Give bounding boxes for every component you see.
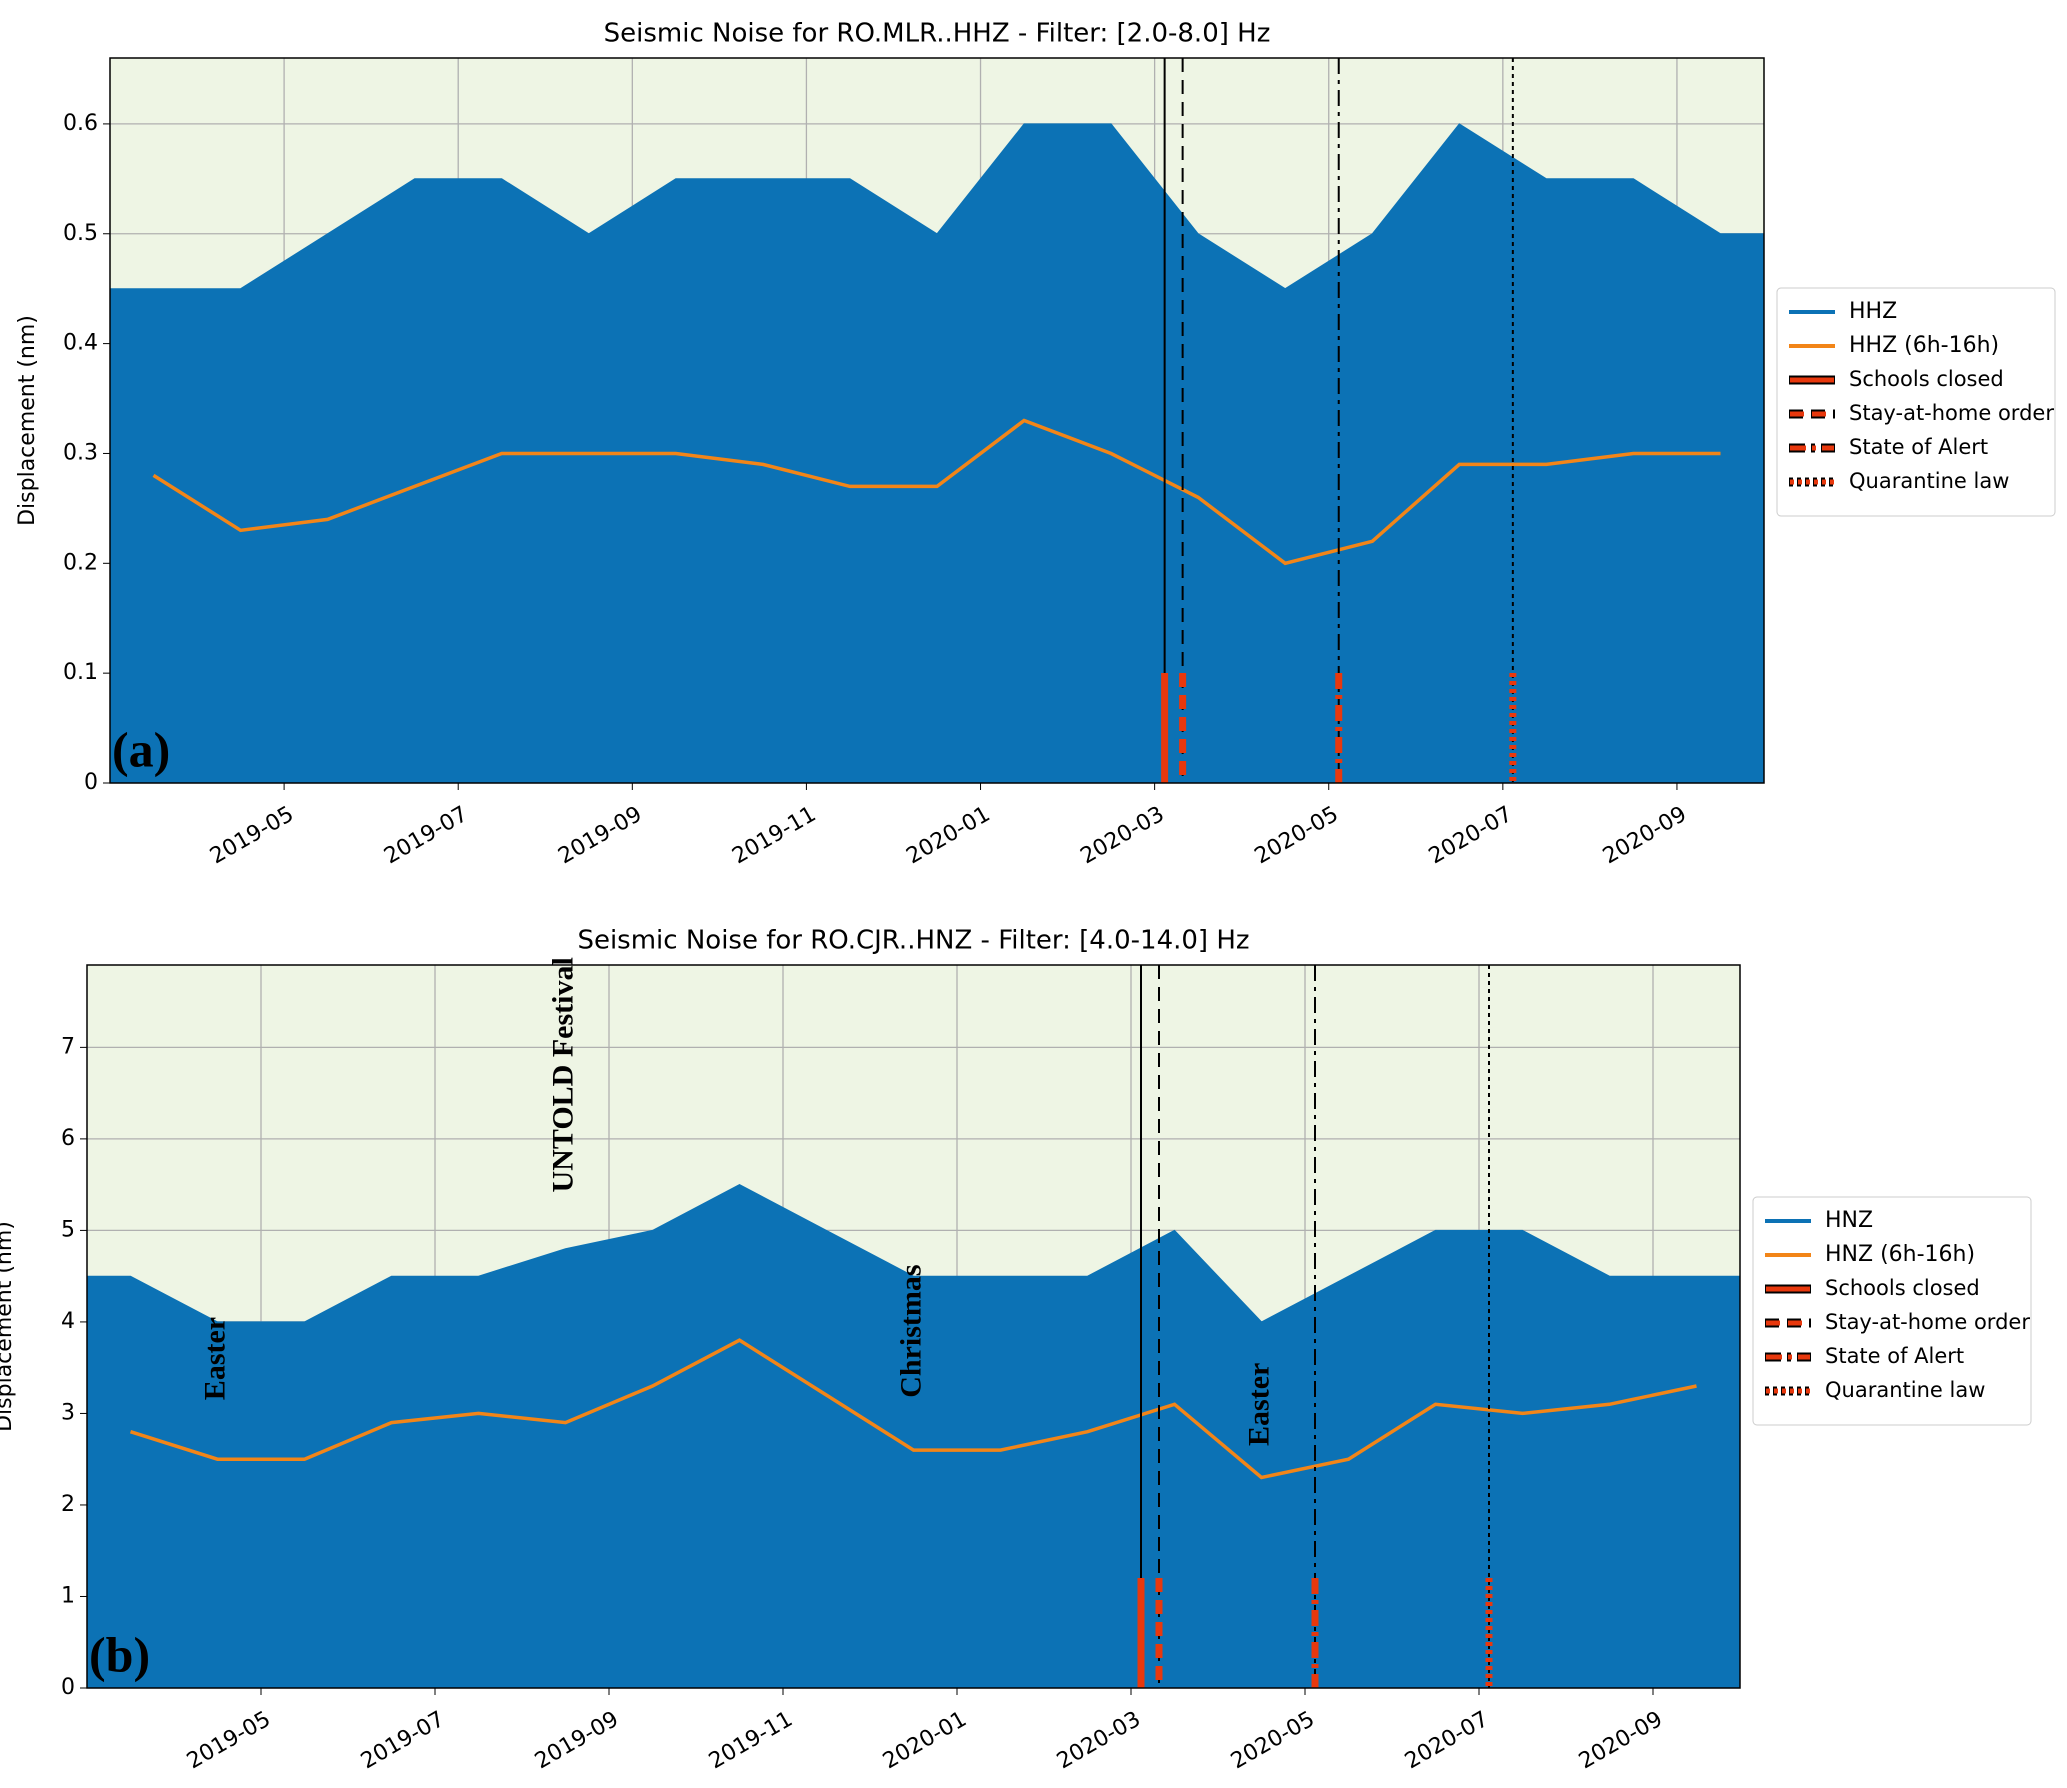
series-line xyxy=(129,1338,1697,1480)
chart-title: Seismic Noise for RO.CJR..HNZ - Filter: … xyxy=(577,926,1249,956)
y-tick-label: 2 xyxy=(61,1492,75,1517)
x-tick-label: 2019-05 xyxy=(183,1707,275,1775)
legend-label: HNZ xyxy=(1825,1208,1873,1233)
y-tick-label: 7 xyxy=(61,1034,75,1059)
legend-box xyxy=(1752,1196,2032,1426)
x-tick-label: 2020-07 xyxy=(1401,1707,1493,1775)
x-tick-label: 2020-09 xyxy=(1599,802,1691,870)
x-tick-label: 2019-07 xyxy=(380,802,472,870)
y-tick-label: 0.3 xyxy=(63,440,98,465)
legend-label: Quarantine law xyxy=(1825,1378,1985,1402)
y-tick-label: 0.6 xyxy=(63,111,98,136)
x-tick-label: 2020-05 xyxy=(1251,802,1343,870)
y-tick-label: 1 xyxy=(61,1583,75,1608)
x-tick-label: 2019-11 xyxy=(728,802,820,870)
y-tick-label: 0 xyxy=(84,770,98,795)
x-tick-label: 2020-01 xyxy=(902,802,994,870)
x-tick-label: 2020-03 xyxy=(1053,1707,1145,1775)
x-tick-label: 2019-07 xyxy=(357,1707,449,1775)
annotation: Easter xyxy=(1242,1363,1275,1446)
y-tick-label: 0.4 xyxy=(63,331,98,356)
x-tick-label: 2020-09 xyxy=(1575,1707,1667,1775)
legend-label: HNZ (6h-16h) xyxy=(1825,1242,1975,1267)
x-tick-label: 2019-09 xyxy=(554,802,646,870)
series-area xyxy=(110,123,1764,783)
legend-label: Stay-at-home order xyxy=(1849,401,2054,425)
panel-label: (a) xyxy=(112,721,170,777)
y-tick-label: 0.1 xyxy=(63,660,98,685)
x-tick-label: 2019-09 xyxy=(531,1707,623,1775)
annotation: Christmas xyxy=(894,1264,927,1397)
annotation: UNTOLD Festival xyxy=(546,957,579,1192)
y-tick-label: 3 xyxy=(61,1400,75,1425)
legend-label: Stay-at-home order xyxy=(1825,1310,2030,1334)
legend-label: Quarantine law xyxy=(1849,469,2009,493)
legend-label: Schools closed xyxy=(1825,1276,1980,1300)
legend-box xyxy=(1776,287,2056,517)
legend-label: HHZ (6h-16h) xyxy=(1849,333,1999,358)
chart-title: Seismic Noise for RO.MLR..HHZ - Filter: … xyxy=(604,19,1271,49)
x-tick-label: 2019-05 xyxy=(206,802,298,870)
y-axis-label: Displacement (nm) xyxy=(0,1221,17,1432)
y-tick-label: 0 xyxy=(61,1675,75,1700)
y-tick-label: 0.5 xyxy=(63,221,98,246)
y-tick-label: 6 xyxy=(61,1126,75,1151)
legend-label: State of Alert xyxy=(1849,435,1988,459)
annotation: Easter xyxy=(198,1317,231,1400)
y-axis-label: Displacement (nm) xyxy=(15,315,40,526)
plot-area xyxy=(110,58,1764,783)
x-tick-label: 2020-03 xyxy=(1077,802,1169,870)
plot-area xyxy=(87,965,1740,1688)
legend-label: HHZ xyxy=(1849,299,1897,324)
series-area xyxy=(87,1184,1740,1688)
plot-frame xyxy=(109,57,1765,784)
y-tick-label: 5 xyxy=(61,1217,75,1242)
legend-label: Schools closed xyxy=(1849,367,2004,391)
x-tick-label: 2020-07 xyxy=(1425,802,1517,870)
plot-frame xyxy=(86,964,1741,1689)
panel-label: (b) xyxy=(89,1626,150,1682)
series-line xyxy=(152,418,1721,566)
legend-label: State of Alert xyxy=(1825,1344,1964,1368)
y-tick-label: 4 xyxy=(61,1309,75,1334)
y-tick-label: 0.2 xyxy=(63,550,98,575)
x-tick-label: 2019-11 xyxy=(705,1707,797,1775)
x-tick-label: 2020-05 xyxy=(1227,1707,1319,1775)
x-tick-label: 2020-01 xyxy=(879,1707,971,1775)
